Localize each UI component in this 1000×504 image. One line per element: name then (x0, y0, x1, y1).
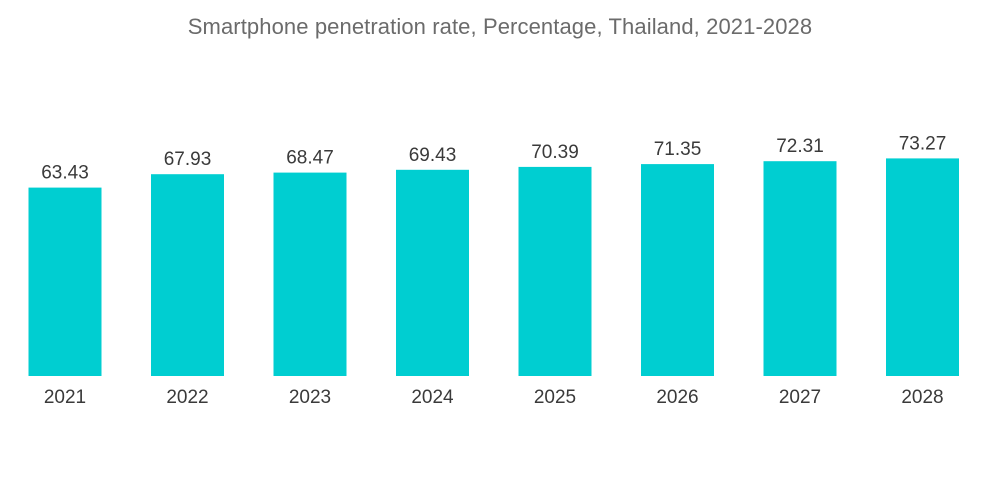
data-label-2025: 70.39 (531, 142, 579, 163)
x-tick-label-2023: 2023 (289, 387, 331, 408)
x-tick-label-2021: 2021 (44, 387, 86, 408)
data-label-2022: 67.93 (164, 149, 212, 170)
bar-2022 (151, 174, 224, 376)
bars-layer (28, 158, 959, 376)
x-tick-label-2026: 2026 (656, 387, 698, 408)
x-tick-label-2028: 2028 (901, 387, 943, 408)
data-labels-layer: 63.43 67.93 68.47 69.43 70.39 71.35 72.31 73.27 (41, 133, 946, 183)
bar-2021 (28, 187, 102, 376)
bar-2028 (886, 158, 959, 376)
data-label-2023: 68.47 (286, 148, 334, 169)
data-label-2026: 71.35 (654, 139, 702, 160)
x-tick-label-2022: 2022 (166, 387, 208, 408)
x-tick-label-2027: 2027 (779, 387, 821, 408)
chart-title: Smartphone penetration rate, Percentage,… (187, 14, 813, 39)
data-label-2021: 63.43 (41, 163, 89, 184)
bar-2025 (518, 166, 592, 376)
x-tick-label-2025: 2025 (534, 387, 576, 408)
bar-2026 (641, 164, 714, 376)
data-label-2028: 73.27 (899, 133, 947, 154)
data-label-2027: 72.31 (776, 136, 824, 157)
bar-2023 (273, 172, 347, 376)
bar-2024 (396, 169, 469, 376)
bar-2027 (763, 161, 837, 376)
x-tick-label-2024: 2024 (411, 387, 454, 408)
data-label-2024: 69.43 (409, 145, 457, 166)
x-axis-ticks-layer: 2021 2022 2023 2024 2025 2026 2027 2028 (44, 387, 944, 408)
